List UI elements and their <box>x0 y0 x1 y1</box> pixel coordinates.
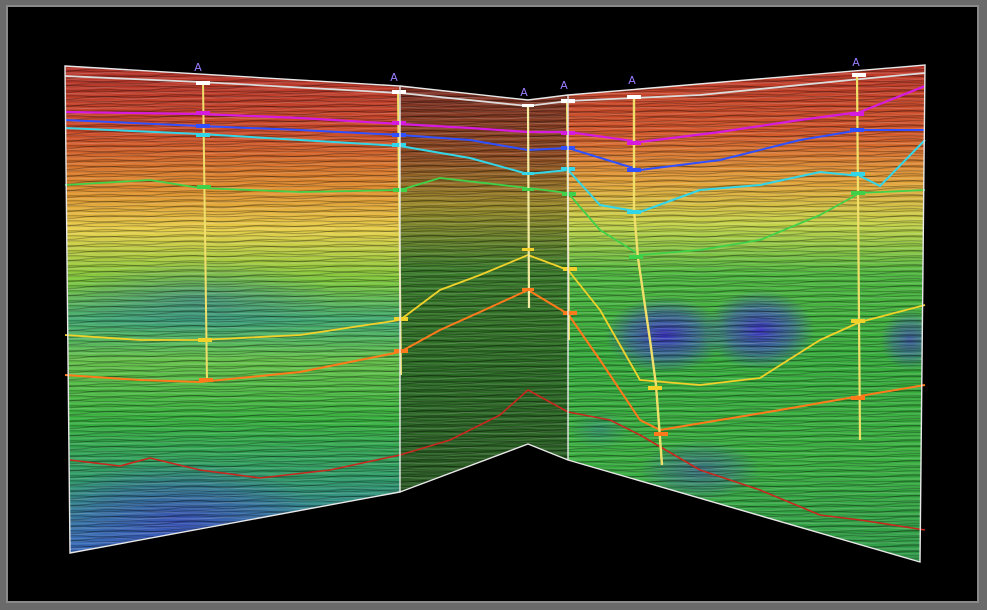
well-labels: A A A A A A <box>194 56 860 99</box>
horizon-orange <box>64 289 926 431</box>
well-marker-icon[interactable]: A <box>390 71 398 84</box>
well-marker-icon[interactable]: A <box>560 79 568 92</box>
well-marker-icon[interactable]: A <box>194 61 202 74</box>
seismic-panel-left <box>65 66 400 553</box>
horizon-cyan <box>64 127 926 213</box>
well-1[interactable] <box>196 81 213 383</box>
panel-outlines <box>64 64 926 563</box>
horizon-red <box>69 389 926 531</box>
seismic-panel-middle <box>400 86 568 492</box>
horizon-magenta <box>64 84 926 144</box>
well-5[interactable] <box>627 95 668 466</box>
well-marker-icon[interactable]: A <box>628 74 636 87</box>
well-marker-icon[interactable]: A <box>520 86 528 99</box>
horizon-yellow <box>64 254 926 386</box>
horizon-blue <box>64 119 925 171</box>
well-3[interactable] <box>522 103 534 309</box>
well-marker-icon[interactable]: A <box>852 56 860 69</box>
horizon-white <box>64 72 926 107</box>
well-6[interactable] <box>850 73 866 441</box>
